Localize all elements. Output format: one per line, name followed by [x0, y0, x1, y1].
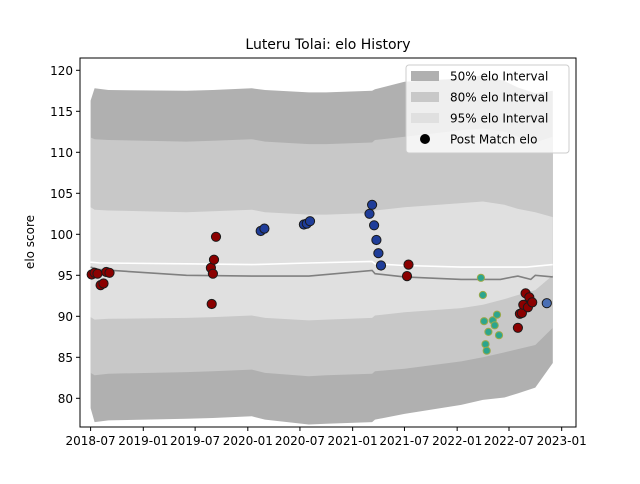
data-point [527, 297, 538, 308]
data-point [208, 254, 220, 265]
data-point [512, 322, 524, 333]
axes-frame [79, 57, 577, 428]
data-point [490, 321, 499, 330]
data-point [304, 216, 316, 227]
data-point [403, 259, 414, 270]
data-point [375, 260, 387, 271]
x-tick-label: 2021-01 [328, 434, 378, 448]
legend-label: 50% elo Interval [450, 70, 548, 84]
x-tick-label: 2020-01 [223, 434, 273, 448]
data-point [98, 278, 109, 289]
y-tick-label: 80 [58, 392, 73, 406]
data-point [92, 268, 103, 279]
band-p50 [90, 201, 553, 321]
data-point [482, 346, 491, 355]
x-tick-label: 2022-07 [484, 434, 534, 448]
data-point [369, 220, 380, 231]
x-tick-label: 2022-01 [432, 434, 482, 448]
y-tick-label: 95 [58, 269, 73, 283]
x-tick-label: 2018-07 [66, 434, 116, 448]
y-axis-label: elo score [23, 215, 37, 269]
data-point [104, 267, 115, 278]
data-point [210, 231, 222, 242]
data-point [492, 310, 502, 319]
x-tick-label: 2021-07 [379, 434, 429, 448]
legend-swatch [411, 92, 439, 102]
data-point [484, 327, 493, 336]
data-point [206, 298, 217, 310]
data-point [481, 340, 490, 349]
legend: 50% elo Interval 80% elo Interval 95% elo … [405, 64, 570, 154]
y-tick-label: 90 [58, 310, 73, 324]
x-tick-label: 2023-01 [537, 434, 587, 448]
y-tick-label: 100 [50, 228, 73, 242]
legend-label: Post Match elo [450, 133, 537, 147]
y-tick-label: 85 [58, 351, 73, 365]
data-point [371, 234, 382, 246]
legend-box [405, 64, 570, 154]
data-point [364, 208, 375, 219]
legend-label: 80% elo Interval [450, 91, 548, 105]
data-point [207, 268, 218, 279]
legend-marker [420, 134, 430, 144]
legend-swatch [411, 113, 439, 123]
data-point [494, 331, 504, 340]
data-point [476, 273, 485, 282]
chart-title: Luteru Tolai: elo History [245, 37, 410, 53]
x-tick-label: 2019-07 [170, 434, 220, 448]
y-tick-label: 115 [50, 105, 73, 119]
data-point [373, 248, 384, 259]
data-point [541, 298, 552, 309]
y-tick-label: 120 [50, 64, 73, 78]
y-tick-label: 105 [50, 187, 73, 201]
x-tick-label: 2020-07 [275, 434, 325, 448]
y-tick-label: 110 [50, 146, 73, 160]
legend-swatch [411, 71, 439, 81]
data-point [401, 271, 413, 282]
data-point [478, 290, 487, 300]
legend-label: 95% elo Interval [450, 112, 548, 126]
series-line-1 [90, 260, 553, 268]
x-tick-label: 2019-01 [118, 434, 168, 448]
data-point [480, 317, 489, 326]
data-point [259, 223, 270, 234]
data-point [367, 199, 378, 210]
